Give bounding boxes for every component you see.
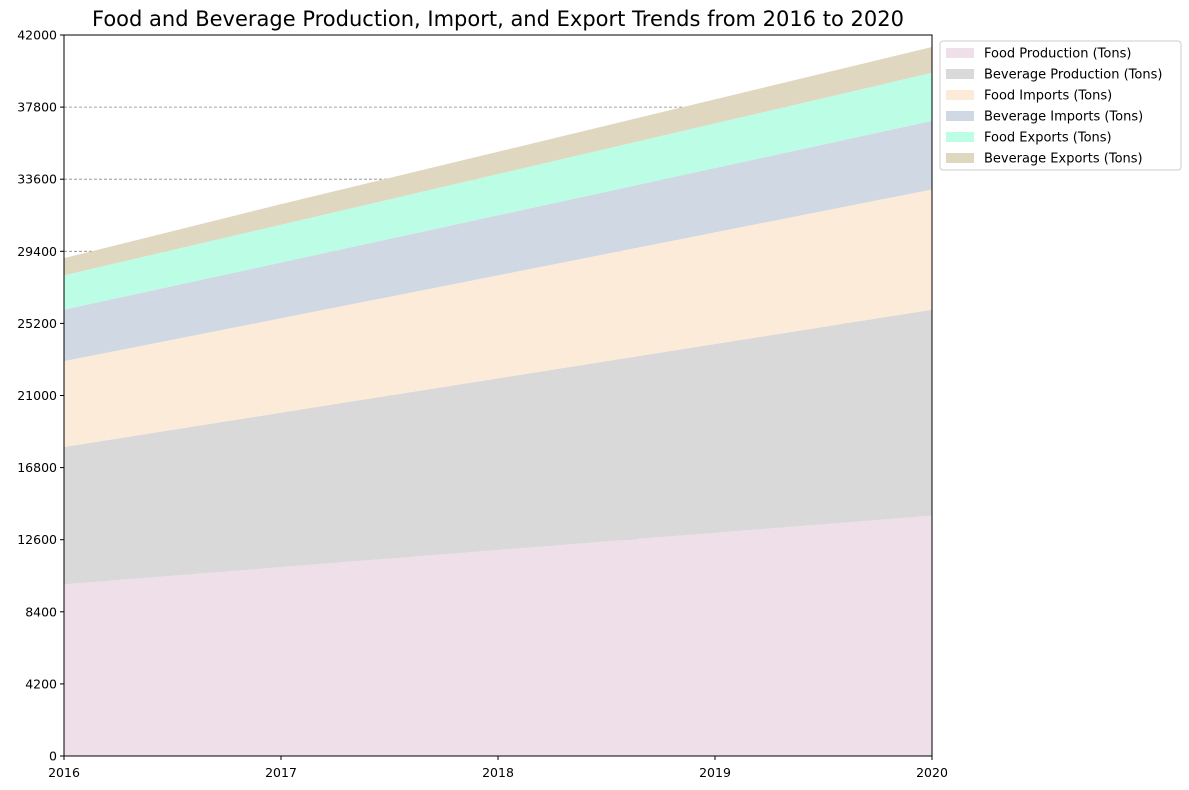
y-tick-label: 8400: [25, 604, 57, 619]
area-series-5: [64, 47, 932, 276]
y-tick-label: 16800: [17, 460, 57, 475]
legend-swatch: [946, 153, 974, 163]
legend-swatch: [946, 48, 974, 58]
y-axis: 0 4200 8400 12600 16800 21000 25200 29400 33600 3…: [17, 28, 64, 764]
legend-label: Beverage Imports (Tons): [984, 110, 1143, 125]
area-series-1: [64, 309, 932, 585]
y-tick-label: 12600: [17, 532, 57, 547]
y-tick-label: 21000: [17, 388, 57, 403]
y-tick-label: 33600: [17, 172, 57, 187]
y-tick-label: 4200: [25, 676, 57, 691]
x-tick-label: 2020: [916, 765, 948, 780]
legend-label: Beverage Production (Tons): [984, 68, 1162, 83]
area-series-3: [64, 120, 932, 362]
y-tick-label: 37800: [17, 100, 57, 115]
area-series-2: [64, 189, 932, 447]
legend-box: [939, 40, 1182, 171]
y-tick-label: 0: [49, 749, 57, 764]
legend-swatch: [946, 111, 974, 121]
y-tick-label: 29400: [17, 244, 57, 259]
x-tick-label: 2018: [482, 765, 514, 780]
chart-title: Food and Beverage Production, Import, an…: [92, 7, 904, 31]
x-axis: 2016 2017 2018 2019 2020: [48, 756, 948, 780]
area-series-0: [64, 515, 932, 756]
legend-label: Food Production (Tons): [984, 47, 1131, 62]
y-tick-label: 25200: [17, 316, 57, 331]
legend-label: Food Imports (Tons): [984, 89, 1112, 104]
area-series-4: [64, 72, 932, 310]
x-tick-label: 2017: [265, 765, 297, 780]
x-tick-label: 2019: [699, 765, 731, 780]
legend: Food Production (Tons) Beverage Productio…: [939, 40, 1182, 171]
legend-swatch: [946, 69, 974, 79]
legend-label: Food Exports (Tons): [984, 131, 1112, 146]
legend-swatch: [946, 132, 974, 142]
legend-swatch: [946, 90, 974, 100]
y-tick-label: 42000: [17, 28, 57, 43]
area-series: [64, 47, 932, 756]
legend-label: Beverage Exports (Tons): [984, 152, 1143, 167]
x-tick-label: 2016: [48, 765, 80, 780]
